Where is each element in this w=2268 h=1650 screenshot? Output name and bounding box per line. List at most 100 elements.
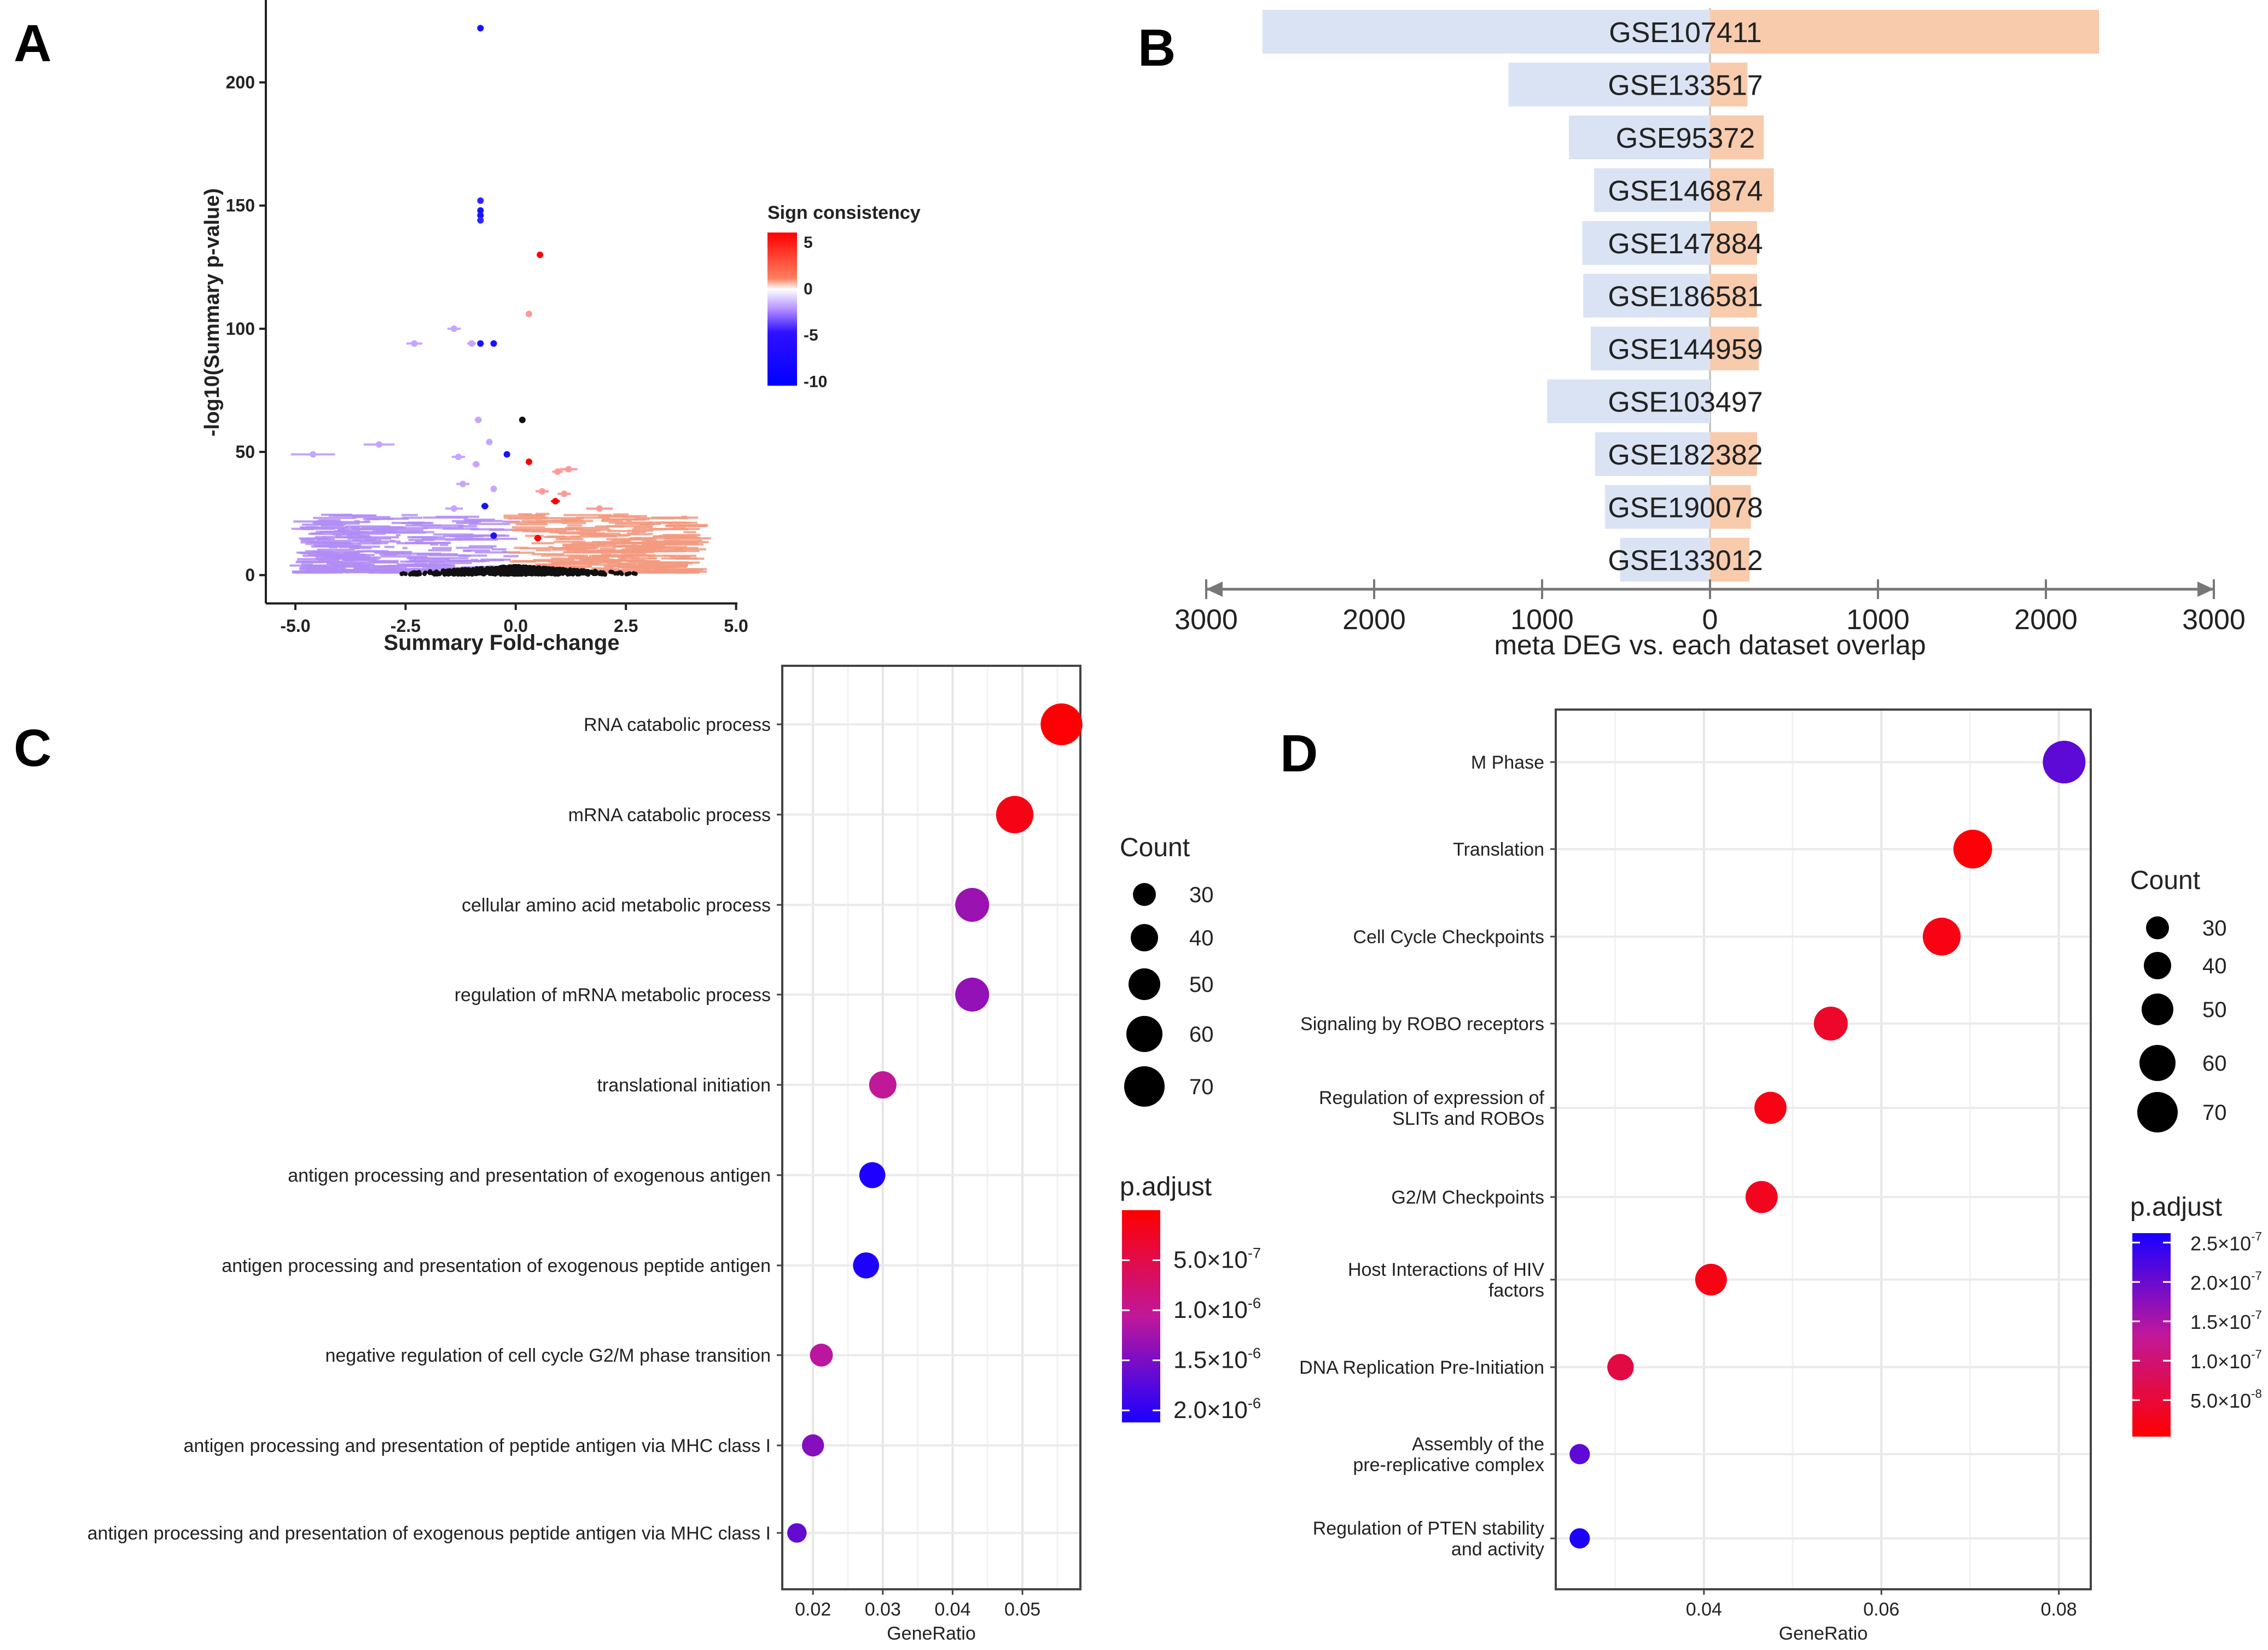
tick-times: ×10 (2218, 1232, 2251, 1254)
size-legend-dot (1124, 1066, 1165, 1107)
y-tick-label: 0 (245, 565, 255, 585)
term-label: antigen processing and presentation of p… (183, 1436, 771, 1456)
volcano-point (477, 207, 484, 214)
term-label: translational initiation (597, 1075, 771, 1096)
size-legend-title: Count (2130, 866, 2200, 895)
volcano-point-nonsig (531, 566, 536, 571)
bar-right (1710, 485, 1751, 529)
volcano-point-nonsig (586, 572, 591, 577)
bar-left (1582, 221, 1710, 265)
p-adjust-colorbar (1122, 1210, 1160, 1422)
volcano-point-nonsig (503, 572, 508, 577)
x-tick-label: 0.08 (2041, 1599, 2077, 1620)
enrichment-dot (810, 1344, 833, 1367)
x-tick-label: 0.06 (1863, 1599, 1899, 1620)
tick-times: ×10 (2218, 1271, 2251, 1294)
x-tick-label: 2000 (2014, 604, 2078, 636)
volcano-point-nonsig (627, 571, 632, 576)
x-tick-label: 0.04 (1686, 1599, 1722, 1620)
size-legend-dot (1131, 924, 1158, 951)
arrow-left-icon (1206, 582, 1223, 597)
term-label: cellular amino acid metabolic process (462, 895, 771, 916)
volcano-point (411, 340, 418, 347)
size-legend-label: 60 (1189, 1022, 1214, 1047)
term-label: Regulation of expression of (1319, 1088, 1545, 1108)
bar-right (1710, 115, 1764, 159)
size-legend-title: Count (1120, 833, 1190, 862)
size-legend-label: 40 (1189, 926, 1214, 950)
volcano-point (490, 532, 497, 539)
volcano-point-nonsig (473, 567, 478, 572)
volcano-point-nonsig (490, 572, 495, 577)
term-label: RNA catabolic process (584, 714, 771, 735)
volcano-point-nonsig (408, 572, 412, 577)
enrichment-dot (996, 795, 1034, 834)
panel-label-c: C (14, 719, 51, 777)
colorbar-tick-label: 1.5×10-6 (1173, 1345, 1261, 1374)
bar-left (1594, 168, 1710, 212)
size-legend-label: 30 (1189, 883, 1214, 907)
x-tick-label: 3000 (1174, 604, 1238, 636)
volcano-point (490, 485, 497, 492)
y-tick-label: 100 (226, 319, 255, 339)
volcano-point-nonsig (543, 571, 548, 576)
volcano-point-nonsig (545, 566, 550, 571)
category-label: GSE133012 (1608, 545, 1763, 577)
size-legend-dot (2142, 994, 2173, 1025)
bar-left (1547, 379, 1710, 423)
term-label: Signaling by ROBO receptors (1300, 1014, 1544, 1035)
enrichment-dot (2043, 741, 2086, 783)
term-label: M Phase (1471, 752, 1544, 773)
category-label: GSE103497 (1608, 387, 1763, 419)
volcano-point-nonsig (601, 570, 606, 575)
volcano-point (539, 488, 546, 495)
category-label: GSE147884 (1608, 228, 1763, 260)
volcano-point (486, 439, 493, 446)
category-label: GSE95372 (1616, 123, 1755, 154)
volcano-point-nonsig (524, 572, 528, 577)
tick-times: ×10 (2218, 1350, 2251, 1373)
panel-c-dot-plot: RNA catabolic process mRNA catabolic proc… (88, 665, 1261, 1644)
bar-right (1710, 221, 1757, 265)
category-label: GSE190078 (1608, 492, 1763, 524)
volcano-point-nonsig (428, 569, 433, 574)
volcano-point-nonsig (499, 568, 504, 573)
x-axis-title: GeneRatio (887, 1623, 976, 1644)
enrichment-dot (1695, 1264, 1727, 1295)
enrichment-dot (1569, 1528, 1590, 1549)
size-legend-dot (1126, 1016, 1162, 1052)
volcano-point-nonsig (455, 570, 460, 574)
volcano-point (475, 416, 482, 423)
volcano-point (450, 325, 457, 332)
term-label: factors (1488, 1280, 1544, 1301)
term-label: DNA Replication Pre-Initiation (1299, 1357, 1544, 1378)
y-tick-label: 150 (226, 196, 255, 216)
legend-tick-label: 0 (804, 280, 813, 298)
size-legend-label: 30 (2202, 916, 2227, 940)
bar-right (1710, 327, 1759, 370)
p-adjust-colorbar (2132, 1233, 2171, 1437)
volcano-point (477, 197, 484, 204)
volcano-point-nonsig (567, 568, 572, 573)
volcano-point-nonsig (423, 570, 428, 575)
term-label: antigen processing and presentation of e… (88, 1523, 771, 1544)
color-legend-title: p.adjust (1120, 1172, 1212, 1201)
x-tick-label: 0.02 (795, 1599, 831, 1620)
size-legend-dot (2137, 1092, 2178, 1132)
category-label: GSE186581 (1608, 281, 1763, 313)
bar-left (1620, 538, 1710, 582)
tick-mantissa: 5.0 (1173, 1247, 1207, 1274)
volcano-point-nonsig (554, 567, 559, 572)
bar-right (1710, 538, 1750, 582)
term-label: Host Interactions of HIV (1348, 1259, 1544, 1280)
volcano-point-nonsig (591, 570, 596, 575)
term-label: mRNA catabolic process (568, 805, 771, 826)
bar-left (1583, 274, 1710, 318)
tick-exponent: -6 (1248, 1395, 1261, 1411)
bar-right (1710, 432, 1757, 476)
x-tick-label: 0.03 (865, 1599, 901, 1620)
volcano-point (490, 340, 497, 347)
volcano-point (534, 534, 542, 542)
category-label: GSE107411 (1609, 17, 1761, 49)
tick-times: ×10 (2218, 1311, 2251, 1333)
